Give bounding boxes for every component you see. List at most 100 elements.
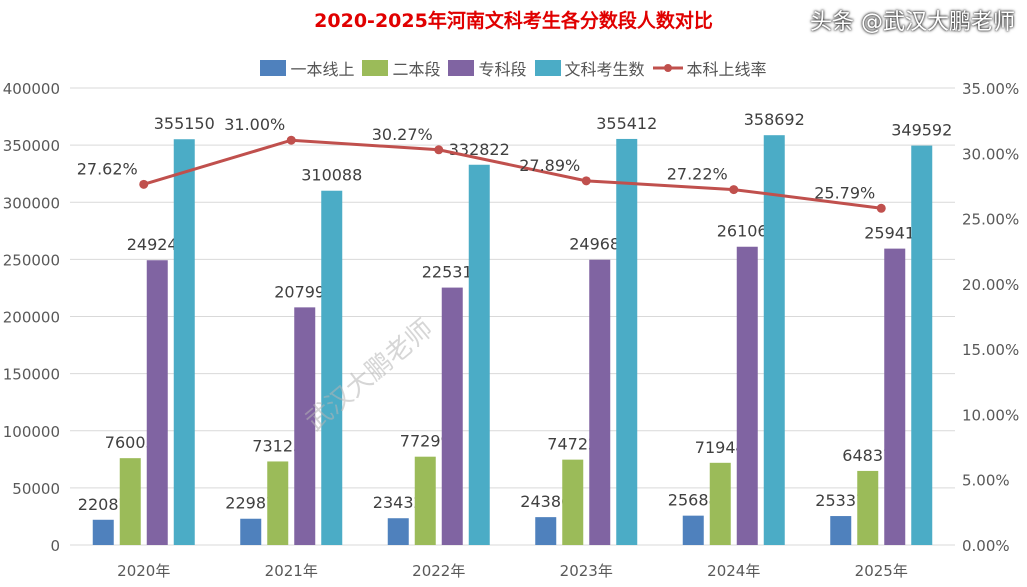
line-data-label: 27.62%: [77, 159, 138, 178]
x-tick-label: 2024年: [707, 562, 760, 580]
data-label: 332822: [449, 140, 510, 159]
data-label: 64837: [842, 446, 893, 465]
legend-swatch: [448, 60, 475, 76]
bar: [682, 515, 704, 545]
y2-tick-label: 30.00%: [962, 145, 1019, 163]
y-tick-label: 150000: [3, 366, 60, 384]
legend-swatch: [362, 60, 389, 76]
legend-label: 二本段: [392, 60, 441, 79]
y2-tick-label: 35.00%: [962, 80, 1019, 98]
legend-item: 二本段: [362, 56, 440, 80]
line-data-label: 30.27%: [372, 125, 433, 144]
data-label: 25337: [815, 491, 866, 510]
x-tick-label: 2021年: [265, 562, 318, 580]
legend-item: 文科考生数: [534, 56, 645, 80]
legend-label: 一本线上: [290, 60, 355, 79]
bar: [387, 518, 409, 545]
legend: 一本线上 二本段 专科段 文科考生数 本科上线率: [0, 56, 1027, 80]
data-label: 358692: [744, 110, 805, 129]
bar: [173, 139, 195, 545]
data-label: 25688: [668, 491, 719, 510]
bar: [92, 519, 114, 545]
bar: [294, 307, 316, 545]
bar: [441, 287, 463, 545]
bar: [321, 190, 343, 545]
y2-tick-label: 20.00%: [962, 276, 1019, 294]
data-label: 24386: [520, 492, 571, 511]
line-point: [139, 179, 149, 189]
data-label: 207998: [274, 282, 335, 301]
legend-item: 一本线上: [260, 56, 354, 80]
data-label: 261060: [717, 222, 778, 241]
x-tick-label: 2020年: [117, 562, 170, 580]
bar: [616, 138, 638, 546]
bar: [535, 517, 557, 545]
bar: [830, 516, 852, 545]
data-label: 225310: [422, 263, 483, 282]
data-label: 74722: [547, 435, 598, 454]
data-label: 22087: [78, 495, 129, 514]
line-data-label: 27.89%: [519, 156, 580, 175]
legend-item: 专科段: [448, 56, 527, 80]
data-label: 77299: [400, 432, 451, 451]
y-tick-label: 300000: [3, 194, 60, 212]
bar: [763, 135, 785, 545]
line-data-label: 27.22%: [667, 165, 728, 184]
bar: [736, 246, 758, 545]
line-point: [286, 135, 296, 145]
data-label: 23432: [373, 493, 424, 512]
bar: [240, 518, 262, 545]
line-point: [581, 176, 591, 186]
bar: [562, 459, 584, 545]
y-tick-label: 200000: [3, 309, 60, 327]
legend-swatch: [260, 60, 287, 76]
data-label: 259418: [864, 224, 925, 243]
bar: [709, 462, 731, 545]
y-tick-label: 50000: [12, 480, 60, 498]
y2-tick-label: 0.00%: [962, 537, 1010, 555]
legend-item: 本科上线率: [652, 56, 767, 80]
y2-tick-label: 5.00%: [962, 472, 1010, 490]
bar: [267, 461, 289, 545]
y2-tick-label: 10.00%: [962, 406, 1019, 424]
bar: [884, 248, 906, 545]
chart-title: 2020-2025年河南文科考生各分数段人数对比: [314, 10, 713, 32]
line-point: [434, 145, 444, 155]
line-data-label: 25.79%: [814, 183, 875, 202]
y-tick-label: 0: [50, 537, 60, 555]
line-data-label: 31.00%: [224, 115, 285, 134]
legend-label: 文科考生数: [564, 60, 645, 79]
y2-tick-label: 25.00%: [962, 211, 1019, 229]
legend-label: 本科上线率: [686, 60, 767, 79]
data-label: 355150: [154, 114, 215, 133]
legend-label: 专科段: [478, 60, 527, 79]
y-tick-label: 250000: [3, 251, 60, 269]
data-label: 73125: [252, 436, 303, 455]
x-tick-label: 2023年: [560, 562, 613, 580]
bar: [414, 456, 436, 545]
bar: [911, 145, 933, 546]
credit-text: 头条 @武汉大鹏老师: [810, 10, 1015, 35]
bar: [146, 260, 168, 545]
x-tick-label: 2022年: [412, 562, 465, 580]
bar: [857, 470, 879, 545]
data-label: 22987: [225, 494, 276, 513]
line-point: [876, 203, 886, 213]
data-label: 76003: [105, 433, 156, 452]
bar: [119, 458, 141, 545]
data-label: 249688: [569, 235, 630, 254]
legend-line-marker: [652, 64, 683, 72]
data-label: 71944: [695, 438, 746, 457]
legend-swatch: [534, 60, 561, 76]
data-label: 310088: [301, 166, 362, 185]
data-label: 349592: [891, 121, 952, 140]
data-label: 249247: [127, 235, 188, 254]
line-point: [729, 185, 739, 195]
y-tick-label: 400000: [3, 80, 60, 98]
line-series: [143, 138, 882, 210]
y-tick-label: 100000: [3, 423, 60, 441]
x-tick-label: 2025年: [855, 562, 908, 580]
data-label: 355412: [596, 114, 657, 133]
